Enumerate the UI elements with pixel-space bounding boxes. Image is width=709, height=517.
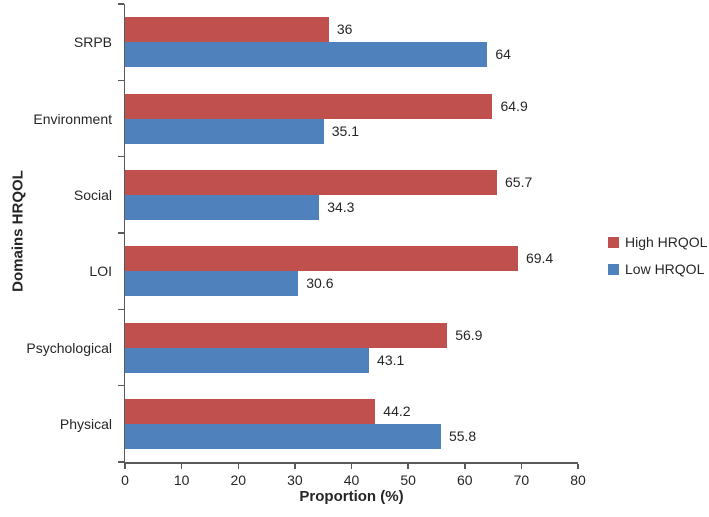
x-axis-tick-label: 30 <box>287 472 303 488</box>
x-axis-tick <box>180 463 183 469</box>
x-axis-tick-label: 40 <box>343 472 360 488</box>
x-axis-tick-label: 50 <box>400 472 416 488</box>
bar-high-hrqol <box>125 398 376 424</box>
bar-value-label: 35.1 <box>331 122 359 139</box>
bar-high-hrqol <box>125 169 498 195</box>
x-axis-tick-label: 80 <box>570 472 586 488</box>
category-label: Physical <box>59 415 112 432</box>
x-axis-title: Proportion (%) <box>299 488 404 505</box>
x-axis-tick <box>577 463 579 469</box>
x-axis-tick <box>294 463 296 469</box>
y-axis-tick <box>118 155 124 158</box>
y-axis-line <box>123 4 125 462</box>
category-label: SRPB <box>73 34 112 51</box>
bar-low-hrqol <box>125 271 299 297</box>
bar-low-hrqol <box>125 194 320 220</box>
y-axis-tick <box>118 384 124 387</box>
legend-swatch-low-hrqol-icon <box>608 263 619 275</box>
bar-value-label: 43.1 <box>377 351 405 368</box>
bar-value-label: 69.4 <box>525 250 554 267</box>
x-axis-tick <box>124 463 126 469</box>
bar-value-label: 30.6 <box>306 275 334 292</box>
x-axis-tick <box>350 463 353 469</box>
legend-label-high-hrqol: High HRQOL <box>625 234 708 250</box>
bar-value-label: 64.9 <box>500 97 528 114</box>
y-axis-tick <box>118 79 124 82</box>
legend-swatch-high-hrqol-icon <box>608 236 619 248</box>
category-label: Psychological <box>26 339 112 356</box>
bar-value-label: 36 <box>336 21 353 38</box>
x-axis-tick <box>520 463 523 469</box>
y-axis-tick <box>118 308 124 311</box>
legend-item-high-hrqol: High HRQOL <box>608 234 707 250</box>
x-axis-tick-label: 10 <box>173 472 190 488</box>
x-axis-tick <box>407 463 409 469</box>
bar-value-label: 64 <box>495 46 511 63</box>
bar-high-hrqol <box>125 322 448 348</box>
x-axis-tick-label: 0 <box>121 472 129 488</box>
category-label: Social <box>73 186 112 203</box>
bar-value-label: 65.7 <box>505 173 533 190</box>
legend-label-low-hrqol: Low HRQOL <box>625 261 705 277</box>
bar-high-hrqol <box>125 246 518 272</box>
y-axis-tick <box>118 461 124 463</box>
bar-low-hrqol <box>125 118 324 144</box>
x-axis-tick <box>464 463 466 469</box>
bar-high-hrqol <box>125 17 329 43</box>
y-axis-tick <box>118 232 124 234</box>
bar-high-hrqol <box>125 93 493 119</box>
bar-low-hrqol <box>125 423 441 449</box>
legend-item-low-hrqol: Low HRQOL <box>608 261 707 277</box>
legend: High HRQOL Low HRQOL <box>608 234 707 277</box>
bar-value-label: 34.3 <box>327 198 355 215</box>
x-axis-tick <box>237 463 239 469</box>
category-label: LOI <box>89 263 112 280</box>
category-label: Environment <box>33 110 112 127</box>
x-axis-line <box>123 462 578 464</box>
bar-value-label: 56.9 <box>455 326 483 343</box>
bar-low-hrqol <box>125 42 488 68</box>
bar-value-label: 44.2 <box>383 402 411 419</box>
x-axis-tick-label: 70 <box>513 472 530 488</box>
bar-low-hrqol <box>125 347 370 373</box>
x-axis-tick-label: 20 <box>230 472 247 488</box>
y-axis-tick <box>118 3 124 5</box>
x-axis-tick-label: 60 <box>456 472 473 488</box>
bar-value-label: 55.8 <box>448 427 477 444</box>
